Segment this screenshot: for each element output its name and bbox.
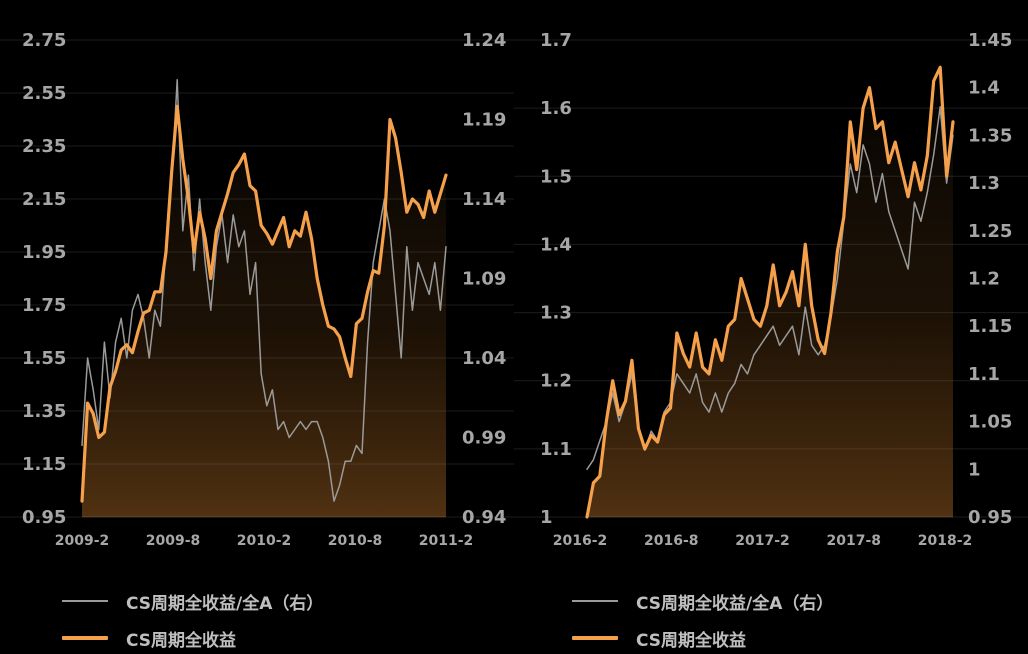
legend-swatch-grey [62, 600, 108, 602]
legend-label: CS周期全收益/全A（右） [636, 593, 834, 614]
x-tick-label: 2010-8 [328, 533, 383, 549]
right-legend-item-return: CS周期全收益 [572, 627, 747, 651]
y-left-tick-label: 2.55 [22, 83, 66, 104]
y-left-tick-label: 1.95 [22, 242, 66, 263]
legend-swatch-grey [572, 600, 618, 602]
y-right-tick-label: 1.4 [968, 78, 1000, 99]
legend-label: CS周期全收益 [126, 630, 237, 651]
y-left-tick-label: 1.7 [540, 30, 572, 51]
x-tick-label: 2009-8 [146, 533, 201, 549]
y-right-tick-label: 0.94 [462, 507, 506, 528]
y-left-tick-label: 1.15 [22, 454, 66, 475]
right-chart: 1.7 1.6 1.5 1.4 1.3 1.2 1.1 1 1.45 1.4 1.35 1.3 1.25… [514, 30, 1028, 549]
y-right-tick-label: 1.19 [462, 110, 506, 131]
y-right-tick-label: 1.25 [968, 221, 1012, 242]
left-chart: 2.75 2.55 2.35 2.15 1.95 1.75 1.55 1.35 1.15 0.95… [0, 30, 514, 549]
y-right-tick-label: 1.45 [968, 30, 1012, 51]
legend-label: CS周期全收益/全A（右） [126, 593, 324, 614]
y-left-tick-label: 1.3 [540, 303, 572, 324]
y-right-tick-label: 1.04 [462, 348, 506, 369]
y-left-tick-label: 1.2 [540, 371, 572, 392]
y-left-tick-label: 1.6 [540, 98, 572, 119]
left-legend-item-return: CS周期全收益 [62, 627, 237, 651]
x-tick-label: 2016-2 [553, 533, 608, 549]
series-line-return [585, 65, 955, 519]
x-tick-label: 2017-8 [826, 533, 881, 549]
left-legend-item-ratio: CS周期全收益/全A（右） [62, 590, 324, 614]
y-right-tick-label: 0.95 [968, 507, 1012, 528]
y-right-tick-label: 1.09 [462, 269, 506, 290]
y-left-tick-label: 1.5 [540, 166, 572, 187]
y-right-tick-label: 1.3 [968, 173, 1000, 194]
x-tick-label: 2011-2 [419, 533, 474, 549]
legend-swatch-orange [62, 636, 108, 640]
y-right-tick-label: 1.2 [968, 269, 1000, 290]
x-tick-label: 2017-2 [735, 533, 790, 549]
y-left-tick-label: 0.95 [22, 507, 66, 528]
y-left-tick-label: 1.75 [22, 295, 66, 316]
y-right-tick-label: 1.15 [968, 316, 1012, 337]
y-right-tick-label: 1.24 [462, 30, 506, 51]
y-left-tick-label: 1.4 [540, 234, 572, 255]
y-left-tick-label: 1.1 [540, 439, 572, 460]
y-right-tick-label: 1.1 [968, 364, 1000, 385]
series-area-fill [82, 106, 446, 518]
legend-label: CS周期全收益 [636, 630, 747, 651]
x-tick-label: 2010-2 [237, 533, 292, 549]
y-left-tick-label: 2.35 [22, 136, 66, 157]
y-left-tick-label: 1.55 [22, 348, 66, 369]
y-left-tick-label: 2.15 [22, 189, 66, 210]
x-tick-label: 2018-2 [918, 533, 973, 549]
x-tick-label: 2016-8 [644, 533, 699, 549]
x-tick-label: 2009-2 [55, 533, 110, 549]
y-left-tick-label: 2.75 [22, 30, 66, 51]
y-left-tick-label: 1 [540, 507, 553, 528]
y-left-tick-label: 1.35 [22, 401, 66, 422]
series-line-return [80, 104, 448, 503]
legend-swatch-orange [572, 636, 618, 640]
y-right-tick-label: 1.05 [968, 412, 1012, 433]
y-right-tick-label: 1.14 [462, 189, 506, 210]
right-legend-item-ratio: CS周期全收益/全A（右） [572, 590, 834, 614]
y-right-tick-label: 1.35 [968, 125, 1012, 146]
y-right-tick-label: 0.99 [462, 428, 506, 449]
y-right-tick-label: 1 [968, 459, 981, 480]
